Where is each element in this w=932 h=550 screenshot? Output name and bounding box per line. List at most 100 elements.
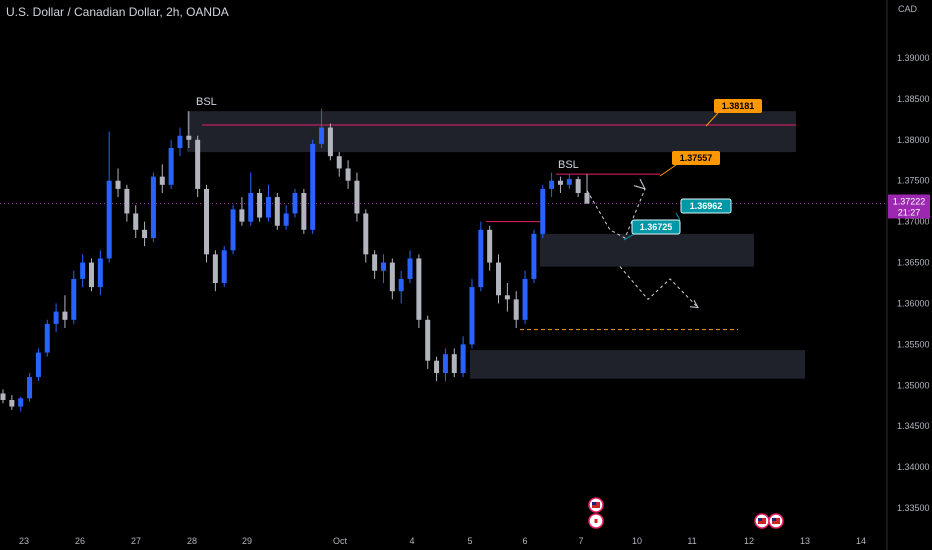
candle-body: [496, 262, 502, 296]
candle-body: [451, 354, 457, 373]
candle-body: [425, 319, 431, 361]
candle-body: [380, 262, 386, 271]
candle-body: [168, 148, 174, 185]
candle-body: [310, 143, 316, 230]
label-leader-line: [659, 164, 677, 177]
time-tick-label: 13: [800, 536, 810, 546]
candle-body: [159, 176, 165, 185]
candle-body: [557, 180, 563, 185]
time-tick-label: 28: [187, 536, 197, 546]
supply-demand-zones: [187, 111, 805, 379]
us-flag-event-icon[interactable]: [588, 497, 604, 513]
candle-body: [416, 258, 422, 320]
candle-body: [345, 168, 351, 181]
candle-body: [442, 354, 448, 373]
time-tick-label: 27: [131, 536, 141, 546]
candle-body: [53, 311, 59, 324]
time-tick-label: 7: [578, 536, 583, 546]
price-label-text: 1.38181: [722, 101, 755, 111]
candle-body: [469, 287, 475, 345]
candle-body: [9, 400, 15, 407]
candle-body: [248, 193, 254, 222]
candle-body: [434, 360, 440, 373]
candle-body: [327, 127, 333, 157]
candle-body: [354, 180, 360, 214]
candle-body: [124, 188, 130, 214]
bullish-projection-path: [586, 188, 646, 239]
current-price-badge: [888, 194, 930, 219]
price-tick-label: 1.36000: [897, 298, 930, 308]
candle-body: [478, 229, 484, 288]
candle-body: [584, 193, 590, 204]
candle-body: [0, 393, 6, 400]
price-tick-label: 1.37500: [897, 176, 930, 186]
candle-body: [142, 229, 148, 238]
price-axis[interactable]: CAD 1.39000 1.38500 1.38000 1.37500 1.37000 1.…: [888, 4, 930, 513]
price-label-text: 1.37557: [680, 153, 713, 163]
price-tick-label: 1.33500: [897, 503, 930, 513]
candle-body: [44, 323, 50, 353]
price-tick-label: 1.39000: [897, 53, 930, 63]
chart-title: U.S. Dollar / Canadian Dollar, 2h, OANDA: [6, 5, 229, 19]
price-tick-label: 1.34500: [897, 421, 930, 431]
time-tick-label: 11: [687, 536, 696, 546]
candle-body: [566, 179, 572, 185]
candle-body: [319, 127, 325, 144]
candle-body: [540, 188, 546, 234]
bsl-annotation: BSL: [196, 96, 217, 108]
key-level-lines: [0, 124, 887, 331]
candle-countdown: 21:27: [898, 207, 921, 217]
candle-body: [301, 193, 307, 230]
candle-body: [372, 254, 378, 271]
candle-body: [115, 180, 121, 189]
projection-arrowhead: [689, 299, 699, 309]
us-flag-event-icon[interactable]: [768, 513, 784, 529]
price-tick-label: 1.36500: [897, 258, 930, 268]
candle-body: [97, 258, 103, 288]
candle-body: [336, 156, 342, 169]
currency-label: CAD: [898, 4, 918, 14]
time-tick-label: Oct: [333, 536, 348, 546]
time-tick-label: 10: [632, 536, 642, 546]
candle-body: [221, 250, 227, 283]
level-labels: BSL BSL 1.38181 1.37557 1.36962 1.36725: [196, 96, 762, 241]
time-tick-label: 14: [856, 536, 866, 546]
candle-body: [150, 176, 156, 238]
candle-body: [274, 197, 280, 226]
candle-body: [177, 135, 183, 148]
price-label-box: [714, 99, 762, 113]
label-leader-line: [705, 112, 719, 127]
candle-body: [106, 180, 112, 259]
price-label-box: [672, 151, 720, 165]
us-flag-event-icon[interactable]: [754, 513, 770, 529]
price-label-text: 1.36725: [640, 222, 673, 232]
candlesticks: [0, 108, 590, 412]
candle-body: [35, 352, 41, 378]
candle-body: [398, 278, 404, 292]
projection-arrowhead: [633, 178, 646, 190]
candle-body: [71, 278, 77, 320]
ca-flag-event-icon[interactable]: [588, 513, 604, 529]
candle-body: [407, 258, 413, 279]
candle-body: [575, 179, 581, 193]
candle-body: [363, 213, 369, 255]
candle-body: [204, 188, 210, 255]
time-axis[interactable]: 23 26 27 28 29 Oct 4 5 6 7 10 11 12 13 14: [19, 536, 866, 546]
label-leader-line: [675, 212, 681, 221]
candle-body: [522, 278, 528, 320]
candle-body: [239, 209, 245, 222]
candle-body: [80, 262, 86, 279]
candle-body: [212, 254, 218, 283]
bsl-annotation: BSL: [558, 159, 579, 171]
candle-body: [257, 193, 263, 218]
candle-body: [186, 135, 192, 140]
time-tick-label: 12: [744, 536, 754, 546]
economic-event-markers[interactable]: [588, 497, 784, 529]
price-tick-label: 1.34000: [897, 462, 930, 472]
current-price-value: 1.37222: [893, 196, 926, 206]
candle-body: [230, 209, 236, 251]
candle-body: [18, 398, 24, 407]
time-tick-label: 29: [242, 536, 252, 546]
